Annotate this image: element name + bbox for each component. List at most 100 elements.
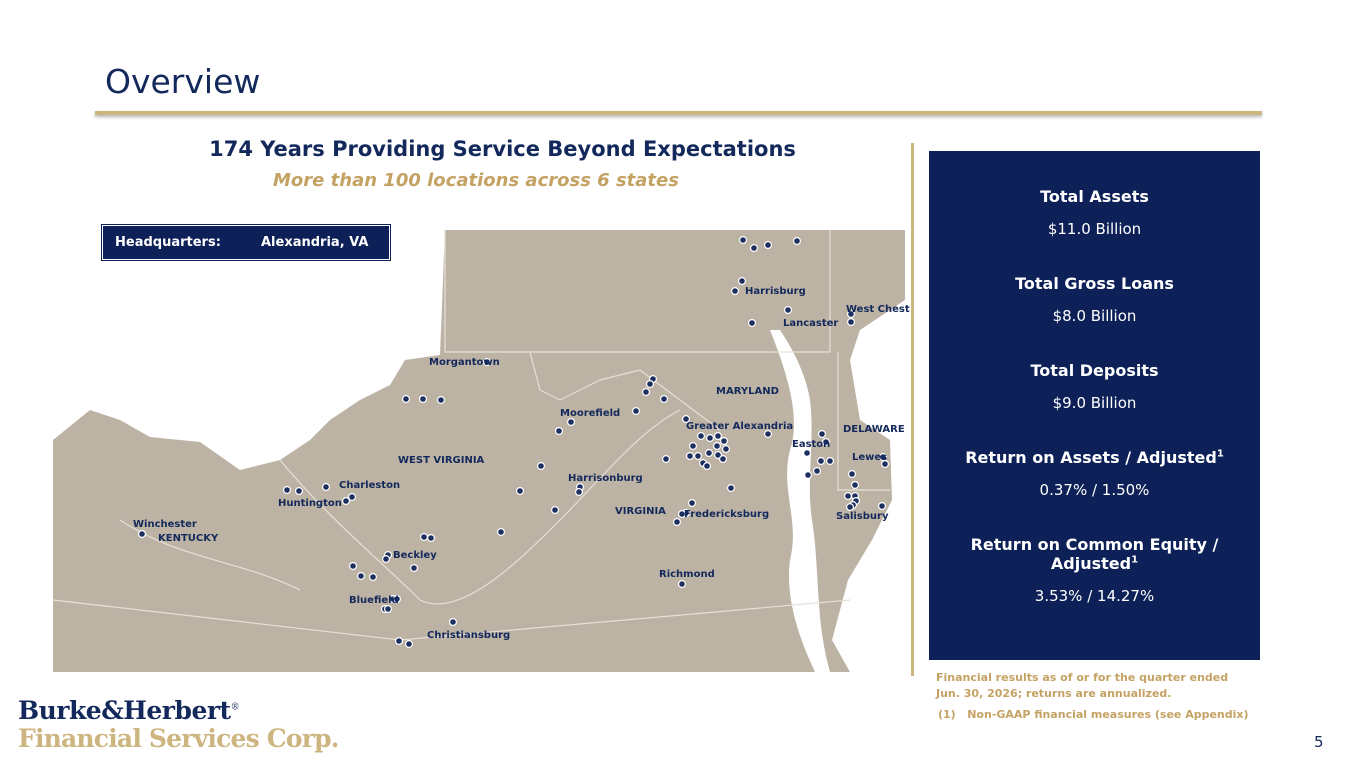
branch-dot (322, 483, 331, 492)
logo-name: Burke&Herbert (18, 696, 231, 725)
headquarters-box: Headquarters: Alexandria, VA (101, 224, 391, 261)
branch-dot (681, 415, 690, 424)
branch-dot (348, 493, 357, 502)
map-label: Winchester (133, 519, 197, 530)
metrics-panel: Total Assets $11.0 Billion Total Gross Loa… (929, 151, 1260, 660)
branch-dot (483, 358, 492, 367)
metric-label: Total Assets (929, 187, 1260, 206)
metric-label: Total Gross Loans (929, 274, 1260, 293)
map-label: Charleston (339, 480, 400, 491)
branch-dot (702, 462, 711, 471)
branch-dot (721, 445, 730, 454)
map-label: Greater Alexandria (686, 421, 793, 432)
branch-dot (846, 310, 855, 319)
branch-dot (138, 529, 147, 538)
map-label: Beckley (393, 550, 437, 561)
map-label: WEST VIRGINIA (398, 455, 485, 466)
branch-dot (713, 451, 722, 460)
branch-dot (719, 437, 728, 446)
branch-dot (783, 306, 792, 315)
map-label: KENTUCKY (158, 533, 219, 544)
branch-dot (574, 488, 583, 497)
branch-dot (878, 453, 887, 462)
branch-dot (349, 561, 358, 570)
branch-dot (747, 319, 756, 328)
map-label: Lancaster (783, 318, 838, 329)
branch-dot (726, 484, 735, 493)
branch-dot (437, 396, 446, 405)
branch-dot (687, 499, 696, 508)
slide-title: Overview (105, 62, 261, 101)
metric-value: 0.37% / 1.50% (1039, 481, 1150, 499)
branch-dot (382, 554, 391, 563)
map-label: Moorefield (560, 408, 620, 419)
map-label: Christiansburg (427, 630, 510, 641)
branch-dot (843, 492, 852, 501)
map-label: MARYLAND (716, 386, 779, 397)
branch-dot (342, 497, 351, 506)
branch-dot (825, 457, 834, 466)
branch-dot (497, 527, 506, 536)
branch-dot (672, 517, 681, 526)
footnote-mark: 1 (1131, 554, 1139, 566)
metric-value: $9.0 Billion (1052, 394, 1137, 412)
map-label: Morgantown (429, 357, 500, 368)
map-label: DELAWARE (843, 424, 905, 435)
metric-label: Return on Common Equity / Adjusted1 (929, 535, 1260, 573)
map-label: Salisbury (836, 511, 889, 522)
branch-dot (677, 510, 686, 519)
map: Harrisburg Lancaster West Chester Morgantow… (52, 230, 910, 672)
metric-value: $8.0 Billion (1052, 307, 1137, 325)
branch-dot (419, 395, 428, 404)
metric-label-text: Total Gross Loans (1015, 274, 1174, 293)
branch-dot (749, 244, 758, 253)
branch-dot (449, 617, 458, 626)
metric-label: Total Deposits (929, 361, 1260, 380)
metric-value: 3.53% / 14.27% (1034, 587, 1155, 605)
branch-dot (763, 430, 772, 439)
branch-dot (704, 449, 713, 458)
branch-dot (812, 467, 821, 476)
branch-dot (696, 432, 705, 441)
subheading: More than 100 locations across 6 states (273, 170, 679, 191)
page-number: 5 (1314, 733, 1324, 751)
metric-value: $11.0 Billion (1047, 220, 1142, 238)
branch-dot (737, 277, 746, 286)
map-label: Bluefield (349, 595, 399, 606)
title-rule (95, 111, 1262, 115)
branch-dot (730, 287, 739, 296)
branch-dot (641, 388, 650, 397)
branch-dot (427, 533, 436, 542)
metric-label-text: Total Assets (1040, 187, 1149, 206)
branch-dot (410, 563, 419, 572)
hq-value: Alexandria, VA (261, 235, 369, 250)
footnote: (1) Non-GAAP financial measures (see App… (938, 708, 1249, 721)
branch-dot (688, 442, 697, 451)
branch-dot (846, 318, 855, 327)
branch-dot (763, 241, 772, 250)
branch-dot (395, 636, 404, 645)
branch-dot (705, 434, 714, 443)
footnote-mark: 1 (1216, 448, 1224, 460)
branch-dot (661, 455, 670, 464)
map-label: Fredericksburg (684, 509, 769, 520)
map-label: Lewes (852, 452, 887, 463)
branch-dot (631, 407, 640, 416)
map-land (53, 230, 905, 672)
branch-dot (877, 502, 886, 511)
basis-note: Financial results as of or for the quart… (936, 671, 1229, 700)
branch-dot (718, 455, 727, 464)
branch-dot (550, 506, 559, 515)
metric-label: Return on Assets / Adjusted1 (929, 448, 1260, 467)
branch-dot (536, 462, 545, 471)
branch-dot (420, 532, 429, 541)
metric-label-text: Total Deposits (1030, 361, 1159, 380)
footnote-number: (1) (938, 708, 956, 721)
branch-dot (792, 237, 801, 246)
branch-dot (295, 487, 304, 496)
branch-dot (803, 471, 812, 480)
branch-dot (712, 442, 721, 451)
divider (911, 143, 914, 676)
branch-dot (566, 418, 575, 427)
map-label: Harrisburg (745, 286, 806, 297)
